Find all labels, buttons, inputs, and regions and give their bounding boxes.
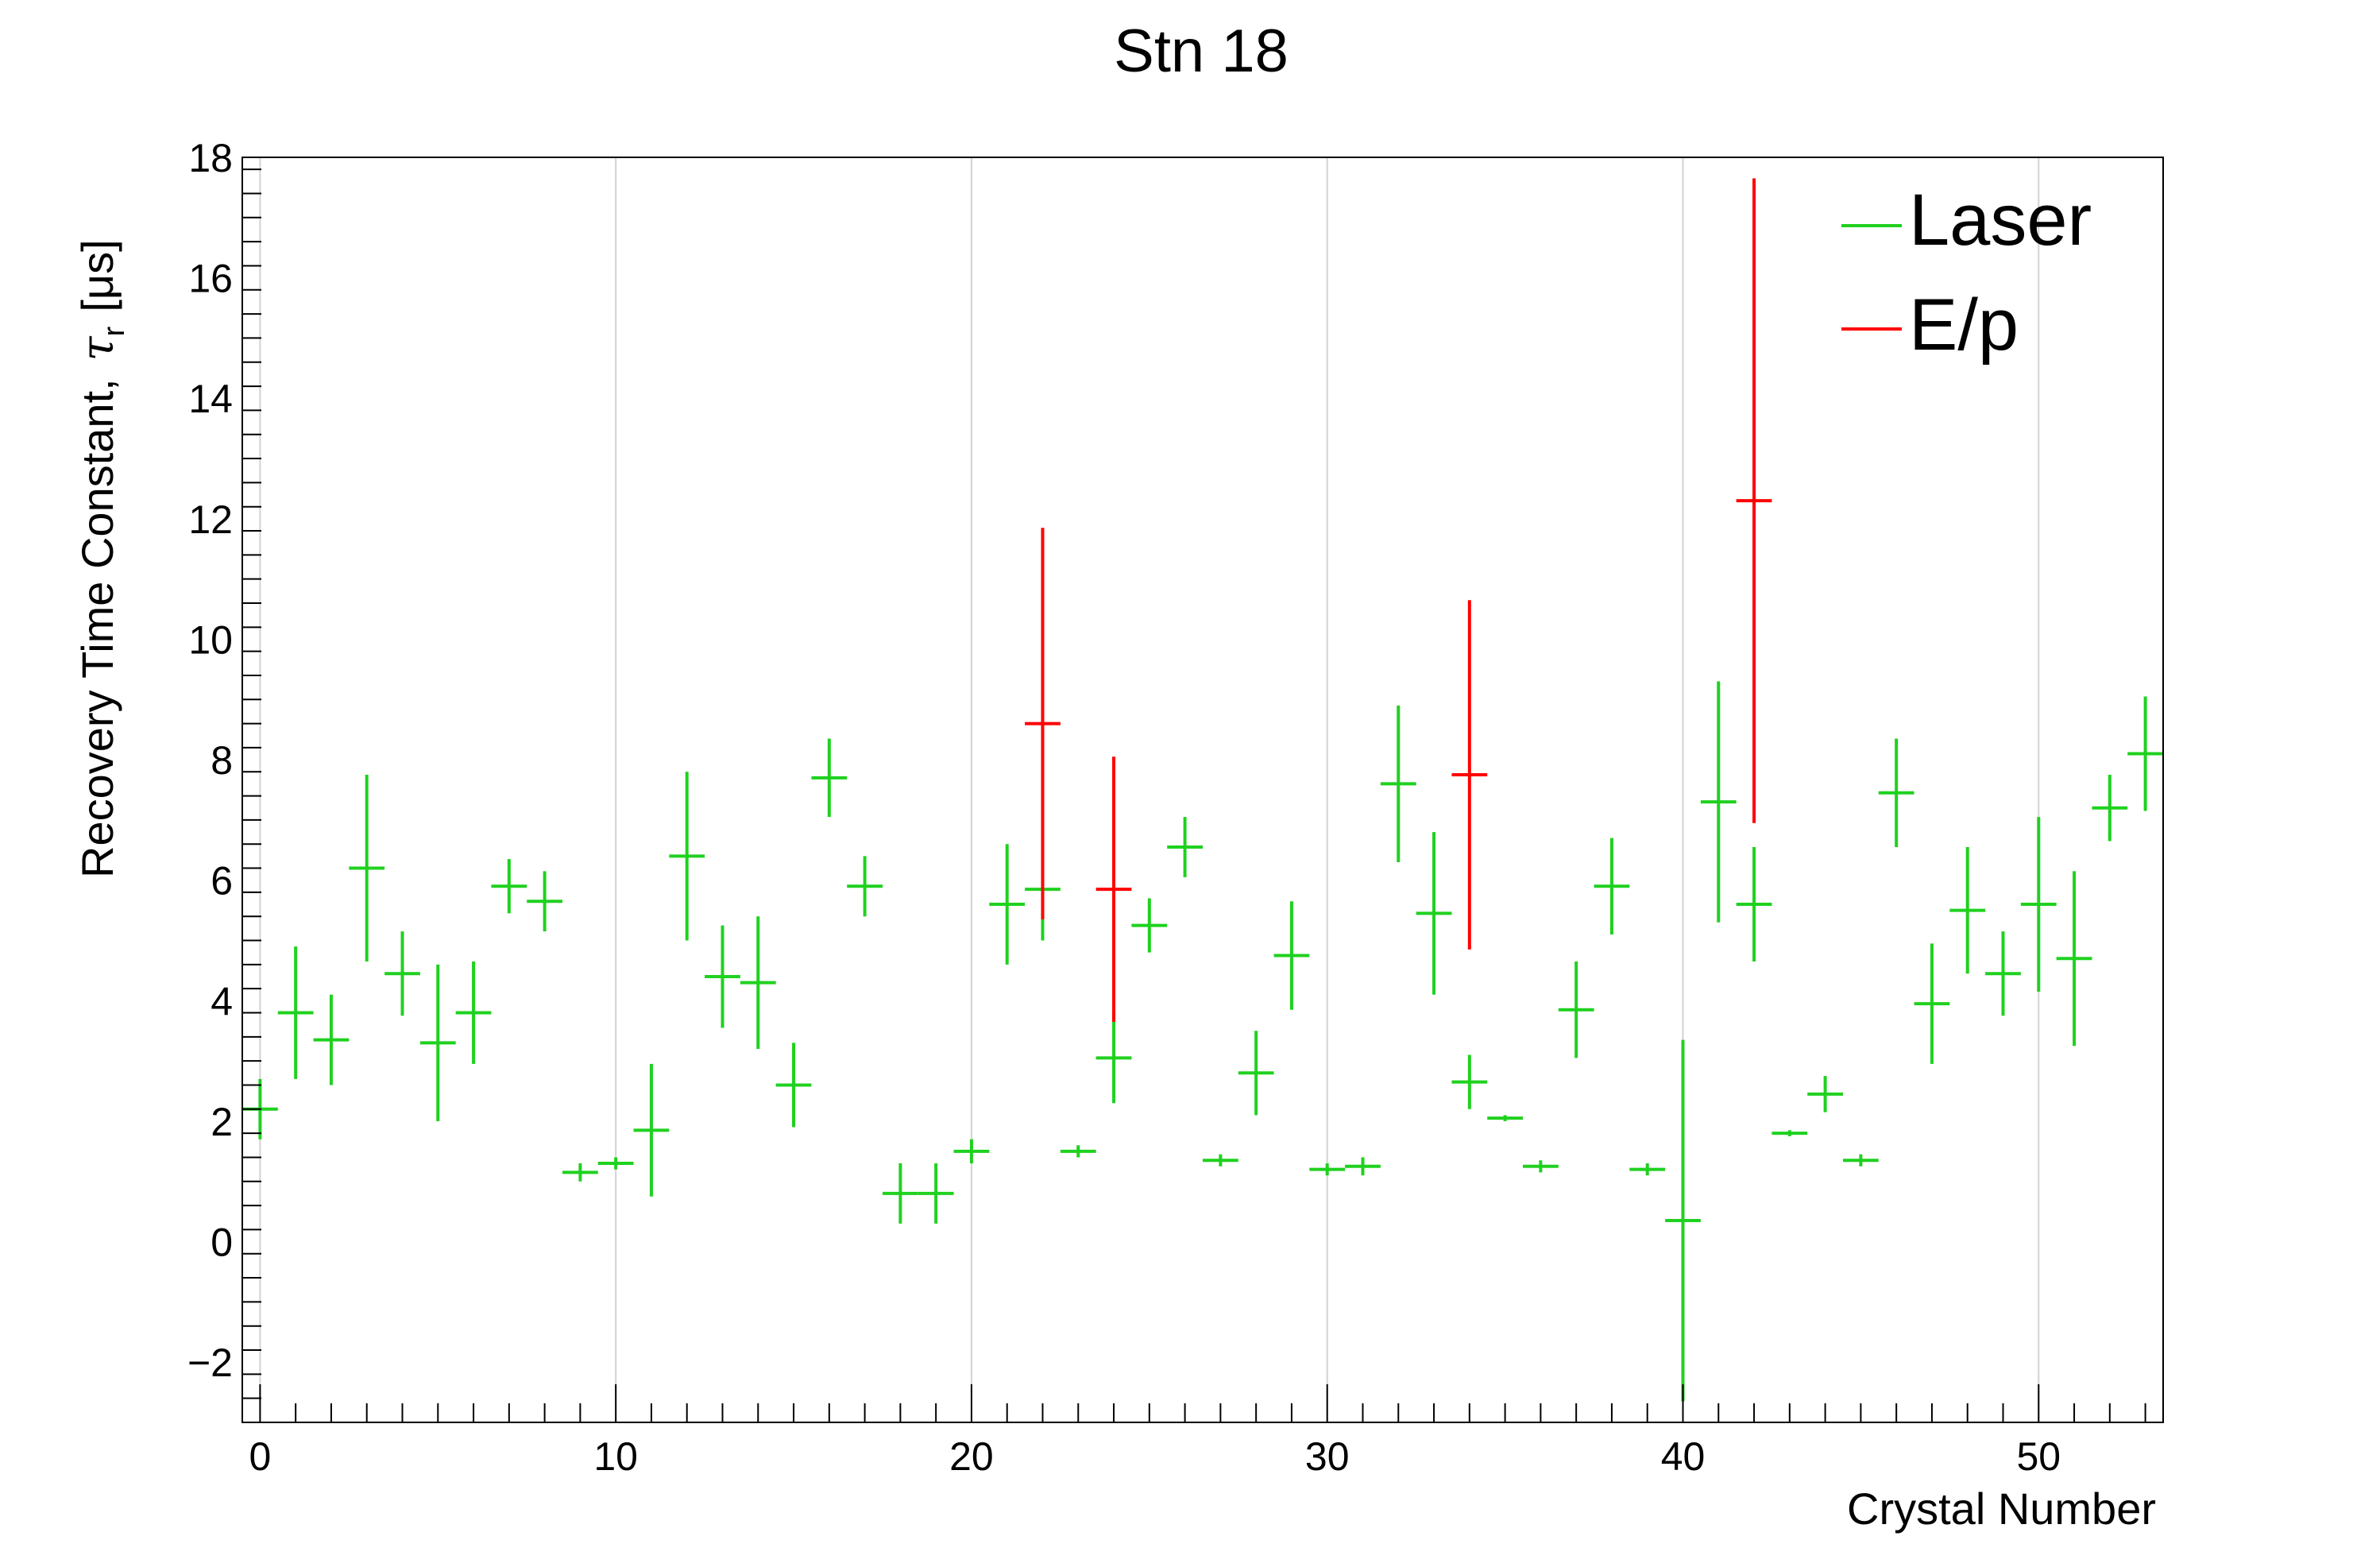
data-point <box>1736 847 1772 962</box>
data-point <box>883 1163 918 1224</box>
y-tick-label: 12 <box>188 497 233 542</box>
data-point <box>1523 1160 1559 1173</box>
data-point <box>1914 943 1950 1064</box>
x-tick-label: 40 <box>1661 1434 1706 1479</box>
data-point <box>1949 847 1986 974</box>
data-point <box>2020 817 2057 992</box>
data-point <box>1273 901 1310 1010</box>
y-tick-label: 14 <box>188 377 233 421</box>
data-point <box>989 844 1026 965</box>
data-point <box>1843 1154 1879 1167</box>
plot-frame <box>241 157 2164 1423</box>
data-point <box>1309 1163 1346 1176</box>
grid-lines <box>259 157 2040 1422</box>
data-point <box>527 871 562 932</box>
chart-title: Stn 18 <box>1114 17 1289 85</box>
data-point <box>775 1043 812 1128</box>
data-point <box>491 859 527 914</box>
data-point <box>953 1139 990 1164</box>
legend: Laser E/p <box>1841 180 2092 366</box>
data-point <box>1345 1157 1381 1176</box>
data-point <box>1095 1012 1132 1104</box>
data-point <box>419 964 456 1121</box>
x-tick-label: 50 <box>2016 1434 2061 1479</box>
data-point <box>705 925 740 1028</box>
data-point <box>1807 1076 1843 1112</box>
y-tick-label: 10 <box>188 617 233 662</box>
y-tick-label: 18 <box>188 136 233 180</box>
y-axis-label-unit: [μs] <box>72 239 122 311</box>
x-tick-label: 10 <box>593 1434 638 1479</box>
data-point <box>1629 1163 1666 1176</box>
data-point <box>1451 600 1488 950</box>
data-point <box>2056 871 2092 1047</box>
data-point <box>1665 1039 1701 1402</box>
y-axis-label-tau: τ <box>72 335 124 361</box>
data-point <box>384 931 420 1016</box>
series-ep <box>1025 178 1772 1022</box>
data-point <box>1451 1054 1488 1109</box>
data-point <box>633 1063 670 1197</box>
data-point <box>1700 681 1737 923</box>
data-marks <box>242 178 2163 1402</box>
data-point <box>1095 756 1132 1022</box>
y-tick-label: 6 <box>211 859 233 903</box>
y-tick-label: −2 <box>187 1341 233 1385</box>
legend-laser-label: Laser <box>1909 180 2092 261</box>
series-laser <box>242 681 2163 1402</box>
legend-ep-label: E/p <box>1909 284 2019 366</box>
data-point <box>2127 696 2163 811</box>
data-point <box>1985 931 2021 1016</box>
y-tick-label: 16 <box>188 257 233 301</box>
data-point <box>1558 961 1594 1058</box>
data-point <box>918 1163 954 1224</box>
data-point <box>1736 178 1772 823</box>
x-tick-label: 0 <box>249 1434 271 1479</box>
y-tick-label: 8 <box>211 738 233 783</box>
data-point <box>562 1163 598 1182</box>
y-axis-label: Recovery Time Constant, τr [μs] <box>72 239 131 878</box>
data-point <box>1025 528 1061 919</box>
data-point <box>1238 1031 1274 1116</box>
data-point <box>1380 705 1416 862</box>
data-point <box>455 961 492 1064</box>
data-point <box>669 772 705 941</box>
x-axis-label: Crystal Number <box>1847 1484 2156 1534</box>
y-tick-label: 0 <box>211 1221 233 1265</box>
data-point <box>1060 1145 1096 1158</box>
x-axis: 0 10 20 30 40 50 <box>249 1384 2146 1479</box>
data-point <box>1203 1154 1238 1167</box>
data-point <box>2092 775 2128 842</box>
data-point <box>597 1157 634 1170</box>
data-point <box>1487 1115 1523 1121</box>
data-point <box>277 946 314 1079</box>
y-tick-label: 4 <box>211 979 233 1023</box>
data-point <box>349 775 385 962</box>
x-tick-label: 30 <box>1305 1434 1350 1479</box>
data-point <box>1167 817 1203 877</box>
data-point <box>1771 1130 1808 1136</box>
y-axis-label-main: Recovery Time Constant, <box>72 378 122 878</box>
y-axis-label-sub: r <box>98 326 131 336</box>
data-point <box>313 994 350 1085</box>
y-axis: −2 0 2 4 6 8 10 12 14 16 18 <box>187 136 261 1423</box>
data-point <box>811 738 848 818</box>
y-tick-label: 2 <box>211 1100 233 1144</box>
data-point <box>1131 898 1168 953</box>
data-point <box>740 916 776 1049</box>
data-point <box>1878 738 1914 848</box>
data-point <box>1416 832 1452 995</box>
data-point <box>847 856 883 917</box>
data-point <box>1594 838 1630 934</box>
x-tick-label: 20 <box>949 1434 994 1479</box>
